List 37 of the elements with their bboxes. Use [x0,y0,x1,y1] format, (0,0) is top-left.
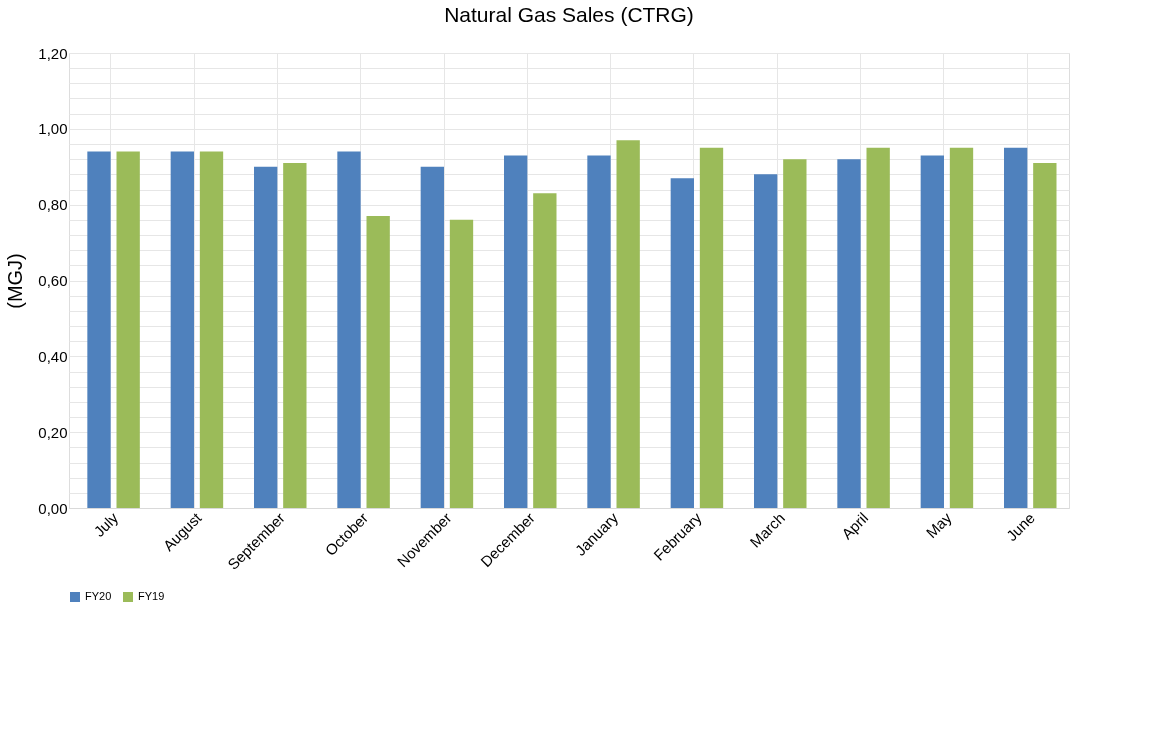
chart-title: Natural Gas Sales (CTRG) [444,3,694,26]
bar [420,166,444,508]
x-tick-label: May [922,508,955,542]
y-tick-label: 0,00 [38,499,68,517]
bar [587,155,611,508]
bar [116,151,140,508]
y-axis-title: (MGJ) [4,253,27,309]
y-tick-label: 1,00 [38,120,68,138]
bar [170,151,194,508]
bar [1004,147,1028,508]
y-tick-label: 1,20 [38,44,68,62]
bar [837,159,861,508]
bar [866,147,890,508]
bar [949,147,974,508]
y-tick-label: 0,20 [38,423,68,441]
bar [87,151,111,508]
bar [283,162,307,508]
bar [1033,162,1057,508]
bar [670,178,694,508]
bar [366,216,390,508]
y-tick-label: 0,80 [38,196,68,214]
bar [920,155,944,508]
bar [199,151,224,508]
bar [616,140,640,508]
y-tick-label: 0,60 [38,272,68,289]
bar [254,166,278,508]
bar [783,159,807,508]
bar [337,151,361,508]
bar [699,147,724,508]
y-tick-label: 0,40 [38,347,68,365]
legend-label: FY19 [138,590,165,602]
x-tick-label: July [90,508,122,540]
bar [533,193,557,508]
bar [449,219,474,508]
legend-label: FY20 [85,590,112,602]
bar [754,174,778,508]
bar [504,155,528,508]
